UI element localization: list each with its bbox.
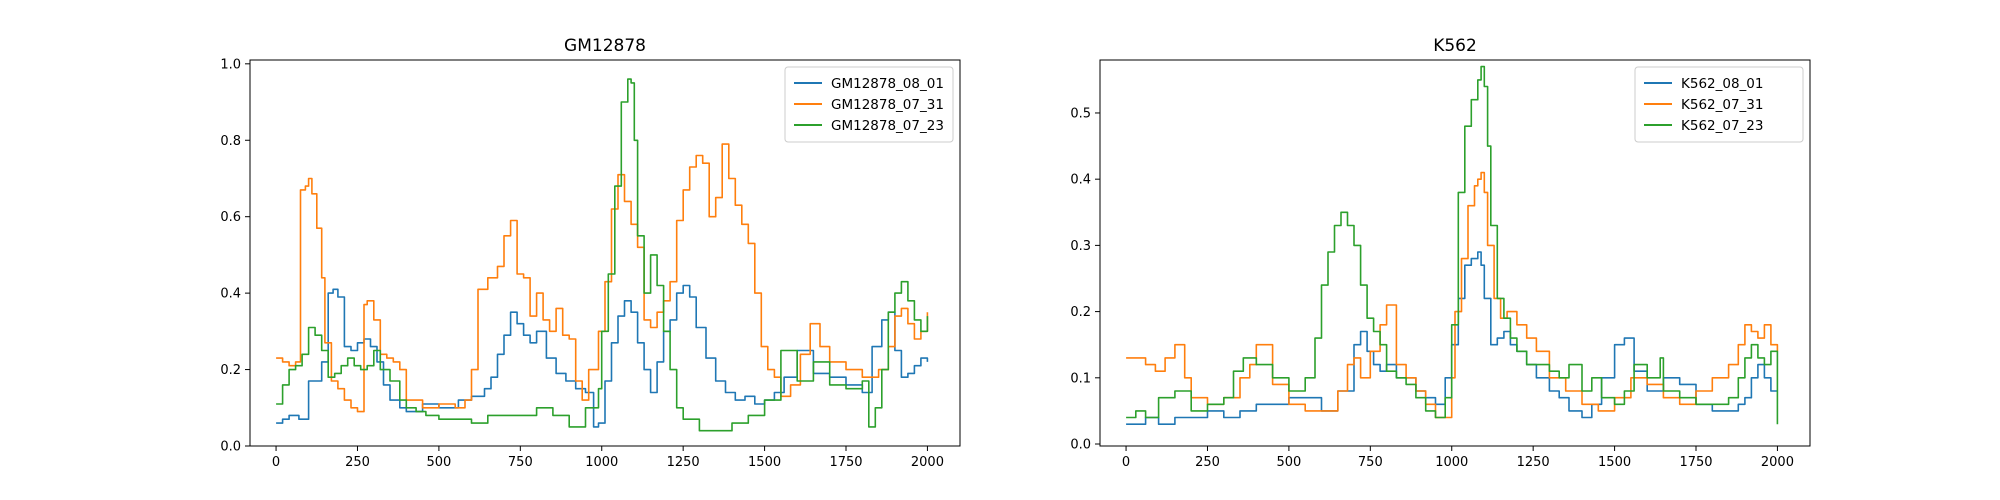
x-tick-label: 500 <box>1276 455 1301 470</box>
y-tick-label: 0.2 <box>220 363 241 378</box>
x-tick-label: 750 <box>508 455 533 470</box>
series-line-k562-08-01 <box>1126 251 1778 425</box>
series-line-k562-07-31 <box>1126 171 1779 419</box>
y-tick-label: 0.6 <box>220 210 241 225</box>
x-tick-label: 750 <box>1358 455 1383 470</box>
axes-frame <box>1099 59 1811 447</box>
x-tick-label: 1500 <box>748 455 781 470</box>
x-tick-label: 1500 <box>1598 455 1631 470</box>
x-tick-label: 250 <box>345 455 370 470</box>
x-tick-label: 250 <box>1195 455 1220 470</box>
legend-box <box>784 66 954 143</box>
x-tick-label: 1250 <box>1517 455 1550 470</box>
y-tick-label: 0.5 <box>1070 106 1091 121</box>
y-tick-label: 0.4 <box>220 287 241 302</box>
x-tick-label: 1750 <box>1679 455 1712 470</box>
chart-panel-k562: K562 0 250 500 750 1000 1250 1500 1750 2000 0.0 0.… <box>1070 36 1811 470</box>
x-tick-label: 0 <box>1122 455 1130 470</box>
chart-title: K562 <box>1433 36 1477 56</box>
series-line-gm12878-07-31 <box>276 143 929 413</box>
legend-label: K562_08_01 <box>1681 76 1763 92</box>
y-tick-label: 0.1 <box>1070 371 1091 386</box>
x-tick-label: 1750 <box>829 455 862 470</box>
series-line-gm12878-08-01 <box>276 284 929 428</box>
x-tick-label: 1000 <box>585 455 618 470</box>
legend-label: K562_07_23 <box>1681 118 1763 134</box>
chart-panel-gm12878: GM12878 0 250 500 750 1000 1250 1500 1750 2000 0.… <box>220 36 961 470</box>
chart-title: GM12878 <box>564 36 646 56</box>
legend-label: GM12878_07_23 <box>831 118 944 134</box>
y-tick-label: 0.4 <box>1070 173 1091 188</box>
x-tick-label: 1250 <box>667 455 700 470</box>
x-tick-label: 0 <box>272 455 280 470</box>
y-tick-label: 0.0 <box>220 440 241 455</box>
y-tick-label: 0.0 <box>1070 438 1091 453</box>
legend-box <box>1634 66 1804 143</box>
x-tick-label: 2000 <box>1761 455 1794 470</box>
y-tick-label: 0.8 <box>220 134 241 149</box>
x-tick-label: 500 <box>426 455 451 470</box>
legend-label: GM12878_08_01 <box>831 76 944 92</box>
x-tick-label: 2000 <box>911 455 944 470</box>
y-tick-label: 1.0 <box>220 57 241 72</box>
series-line-gm12878-07-23 <box>276 78 929 432</box>
series-line-k562-07-23 <box>1126 65 1779 425</box>
y-tick-label: 0.3 <box>1070 239 1091 254</box>
legend-label: K562_07_31 <box>1681 97 1763 113</box>
legend-label: GM12878_07_31 <box>831 97 944 113</box>
axes-frame <box>249 59 961 447</box>
y-tick-label: 0.2 <box>1070 305 1091 320</box>
x-tick-label: 1000 <box>1435 455 1468 470</box>
